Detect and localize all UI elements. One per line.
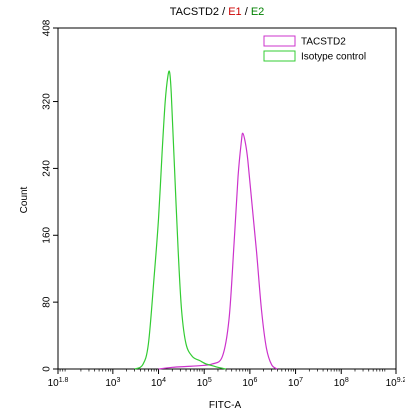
legend: TACSTD2 Isotype control (263, 35, 366, 63)
legend-swatch (263, 35, 296, 47)
series-layer (134, 70, 278, 370)
y-axis-label: Count (19, 186, 30, 213)
x-tick-label: 105 (197, 377, 212, 389)
plot-frame (57, 27, 397, 370)
y-tick-label: 0 (42, 366, 53, 372)
y-tick-label: 80 (42, 296, 53, 308)
y-tick-label: 160 (42, 226, 53, 243)
x-tick-label: 103 (105, 377, 120, 389)
x-axis: 101.8 103 104 105 106 107 108 109.2 (48, 369, 405, 389)
title-part-1: / (219, 6, 228, 18)
title-part-3: / (242, 6, 251, 18)
y-tick-label: 408 (42, 19, 53, 36)
x-tick-label: 104 (151, 377, 166, 389)
x-tick-label: 108 (334, 377, 349, 389)
series-line-tacstd2 (158, 132, 278, 370)
x-tick-label: 109.2 (386, 377, 405, 389)
series-line-isotype-control (134, 70, 227, 370)
x-tick-label: 101.8 (48, 377, 69, 389)
title-part-2: E1 (228, 6, 241, 18)
y-tick-label: 320 (42, 93, 53, 110)
x-tick-label: 107 (288, 377, 303, 389)
legend-swatch (263, 50, 296, 62)
title-part-4: E2 (251, 6, 264, 18)
x-tick-label: 106 (242, 377, 257, 389)
y-tick-label: 240 (42, 160, 53, 177)
legend-label: TACSTD2 (301, 37, 346, 48)
y-axis: 0 80 160 240 320 408 (42, 19, 58, 372)
x-axis-label: FITC-A (209, 400, 242, 408)
chart-title: TACSTD2 / E1 / E2 (170, 6, 265, 18)
legend-label: Isotype control (301, 52, 366, 63)
title-part-0: TACSTD2 (170, 6, 219, 18)
